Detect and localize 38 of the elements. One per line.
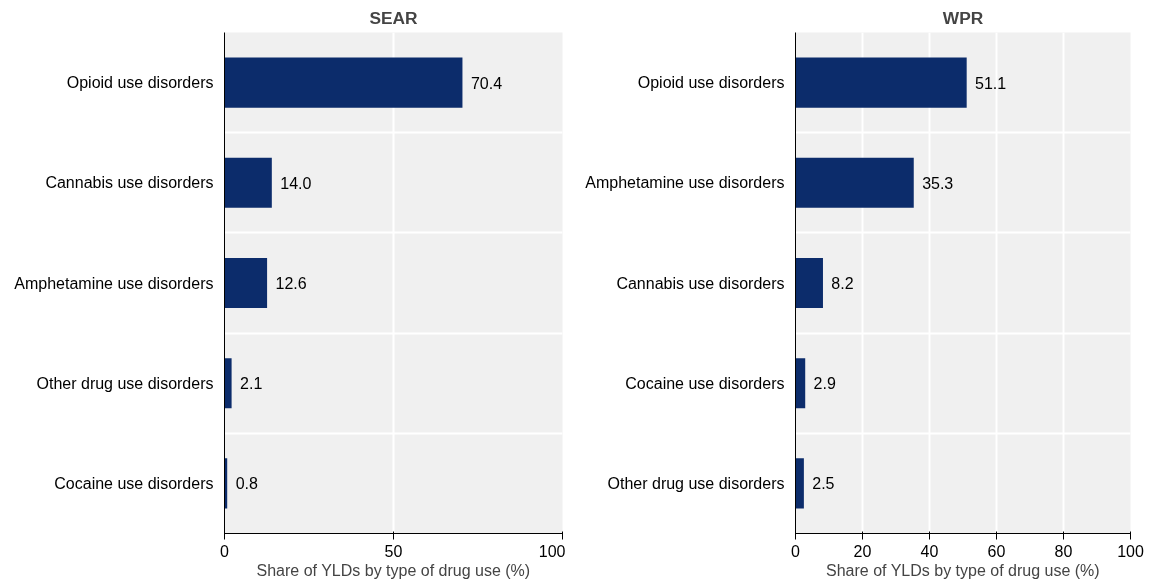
data-label: 51.1 [975, 74, 1007, 92]
x-tick-label: 0 [220, 542, 230, 560]
y-tick-label: Cannabis use disorders [616, 274, 785, 292]
x-tick-label: 100 [1117, 542, 1144, 560]
y-tick-label: Cocaine use disorders [625, 374, 785, 392]
data-label: 2.9 [813, 375, 836, 393]
chart-title: SEAR [369, 7, 419, 28]
y-tick-label: Other drug use disorders [607, 474, 785, 492]
y-tick-label: Opioid use disorders [637, 74, 785, 92]
data-label: 2.5 [812, 475, 835, 493]
data-label: 35.3 [922, 174, 954, 192]
bar [795, 257, 823, 309]
x-tick-label: 50 [384, 542, 403, 560]
x-tick-label: 80 [1054, 542, 1073, 560]
x-tick-label: 100 [538, 542, 566, 560]
y-tick-label: Other drug use disorders [36, 374, 214, 392]
y-tick-label: Cannabis use disorders [45, 174, 214, 192]
x-tick-label: 40 [920, 542, 939, 560]
data-label: 12.6 [275, 275, 307, 292]
data-label: 14.0 [280, 174, 312, 192]
bar [795, 157, 914, 208]
data-label: 0.8 [235, 475, 258, 493]
chart-title: WPR [942, 7, 984, 28]
bar [795, 458, 804, 509]
x-axis-title: Share of YLDs by type of drug use (%) [256, 561, 531, 579]
data-label: 70.4 [470, 74, 503, 92]
bar [795, 358, 806, 409]
x-axis-title: Share of YLDs by type of drug use (%) [826, 561, 1100, 579]
y-tick-label: Amphetamine use disorders [585, 174, 785, 192]
x-tick-label: 20 [853, 542, 872, 560]
x-tick-label: 60 [987, 542, 1006, 560]
y-tick-label: Opioid use disorders [66, 74, 214, 92]
data-label: 8.2 [831, 275, 854, 292]
x-tick-label: 0 [791, 542, 801, 560]
bar [795, 57, 967, 108]
y-tick-label: Amphetamine use disorders [14, 274, 214, 292]
y-tick-label: Cocaine use disorders [54, 474, 214, 492]
data-label: 2.1 [240, 375, 263, 393]
